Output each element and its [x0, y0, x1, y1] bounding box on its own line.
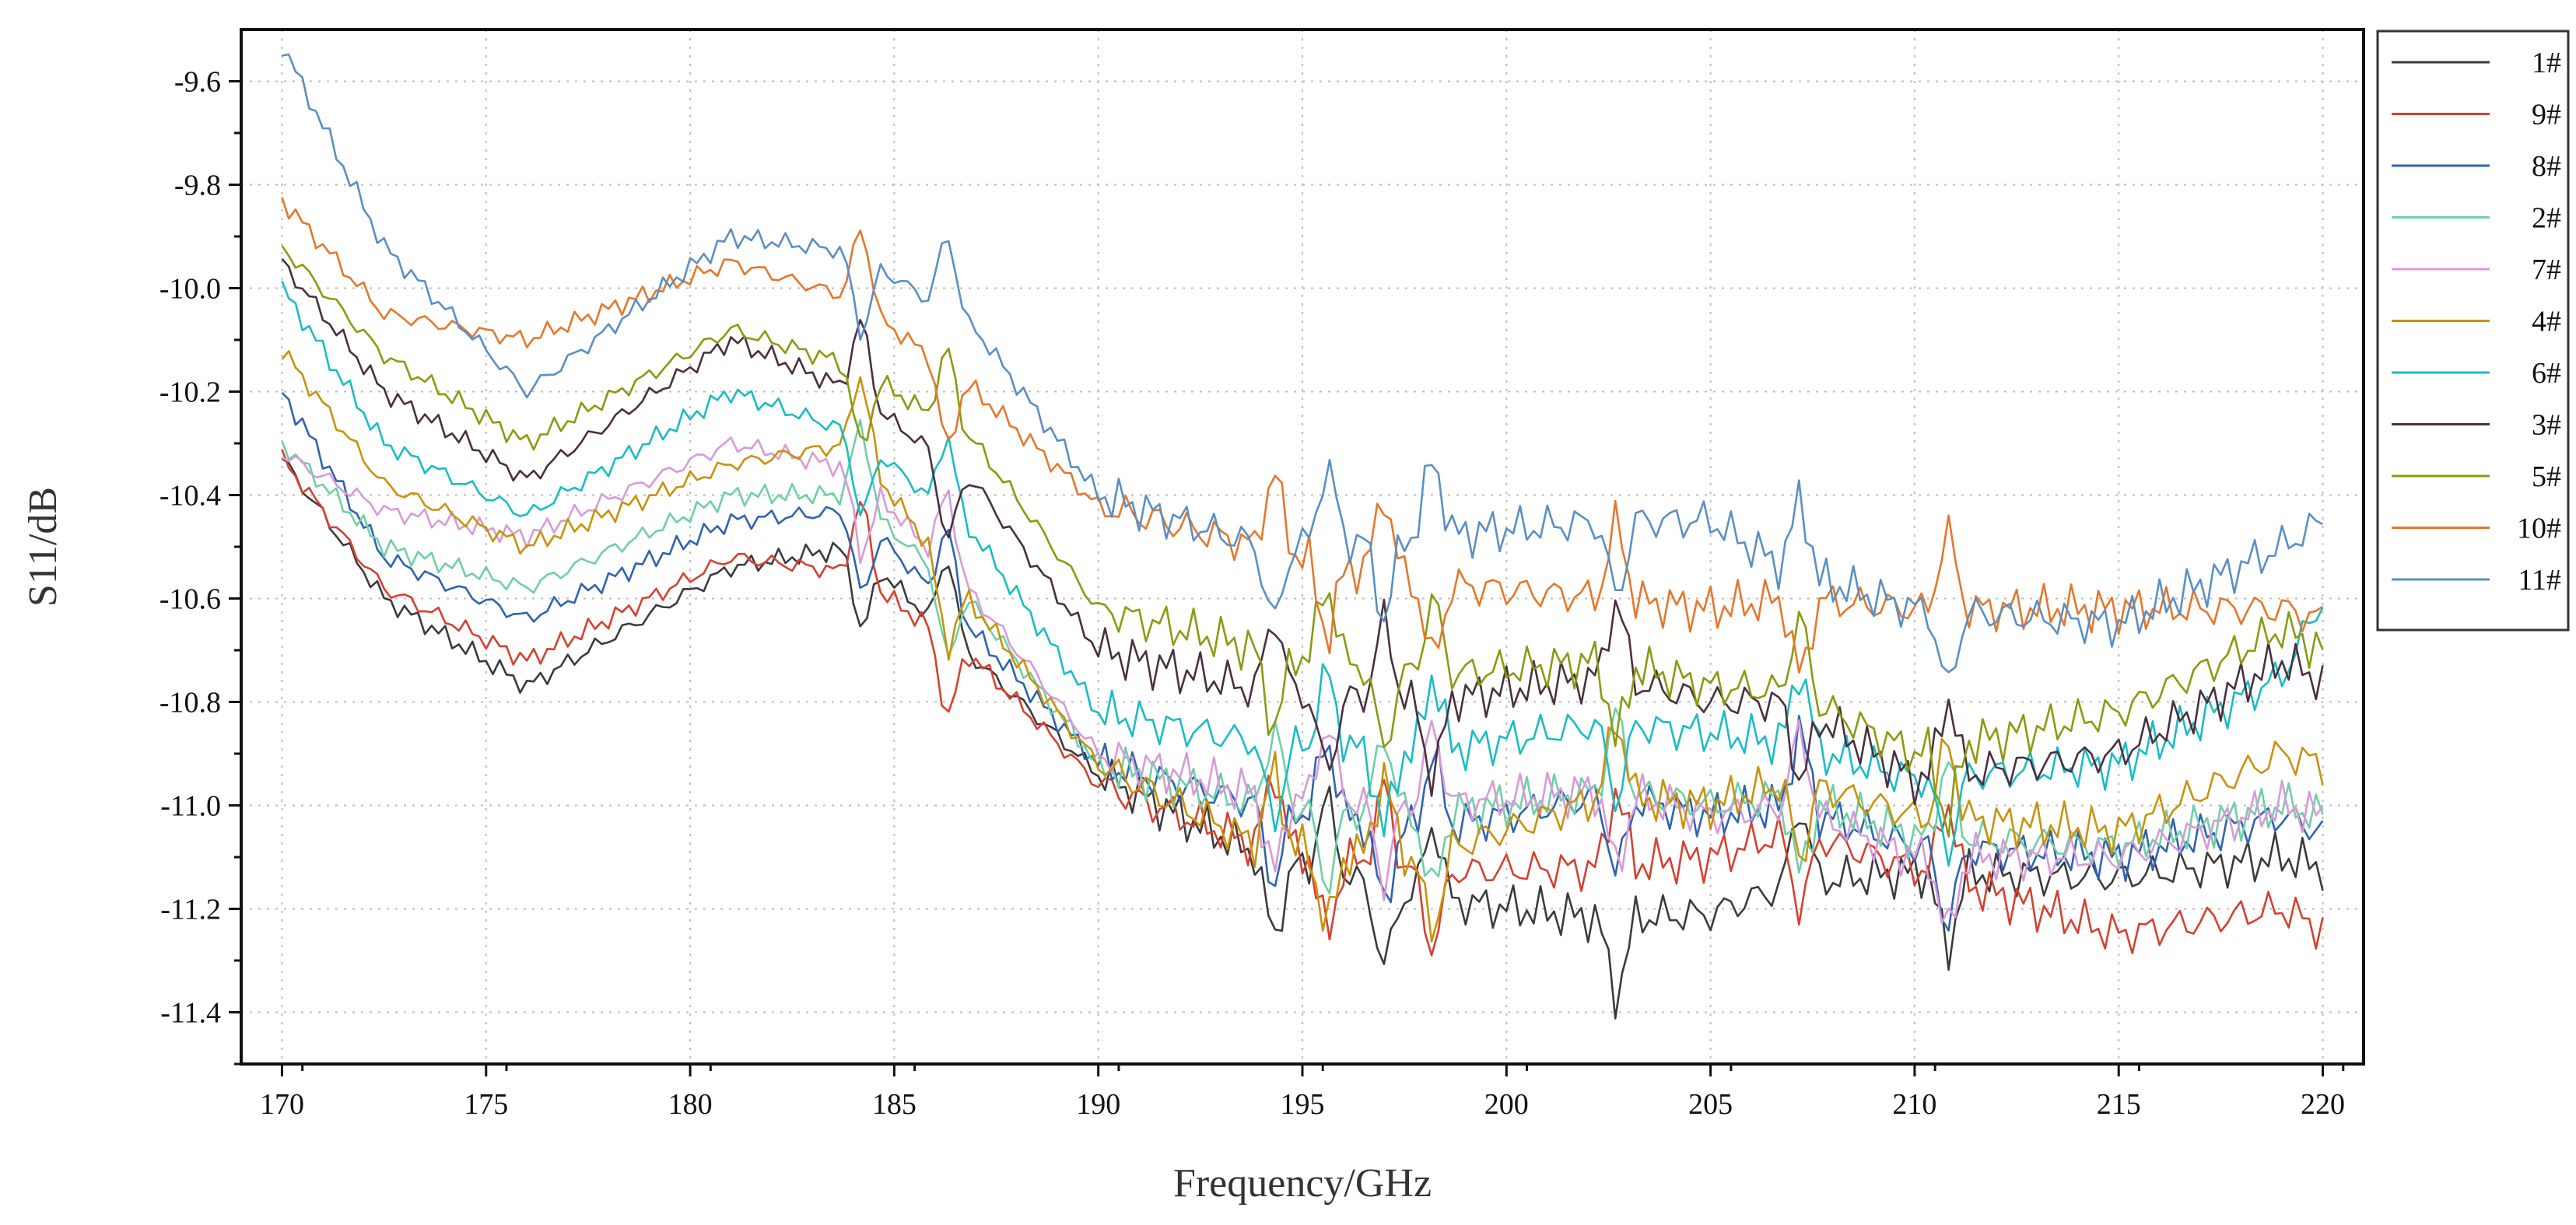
legend-label: 6# — [2532, 357, 2561, 390]
x-tick-label: 195 — [1281, 1088, 1325, 1121]
y-tick-label: -10.2 — [159, 376, 221, 409]
series-line-8 — [281, 257, 2324, 806]
series-line-9 — [281, 245, 2324, 838]
legend-label: 9# — [2532, 99, 2561, 131]
grid — [241, 30, 2364, 1064]
x-tick-label: 215 — [2097, 1088, 2141, 1121]
series-line-3 — [281, 391, 2324, 932]
legend-label: 3# — [2532, 409, 2561, 442]
x-axis: 170 175 180 185 190 195 200 205 210 215 220 — [260, 1064, 2345, 1121]
legend-frame — [2376, 30, 2570, 632]
legend-label: 1# — [2532, 47, 2561, 79]
x-tick-label: 170 — [260, 1088, 304, 1121]
legend-label: 2# — [2532, 202, 2561, 235]
x-tick-label: 180 — [668, 1088, 713, 1121]
series-line-11 — [282, 53, 2324, 674]
y-axis: -9.6 -9.8 -10.0 -10.2 -10.4 -10.6 -10.8 -11.0 -1… — [159, 66, 241, 1066]
x-tick-label: 185 — [872, 1088, 916, 1121]
y-tick-label: -10.0 — [159, 273, 221, 306]
legend-label: 5# — [2532, 460, 2561, 493]
y-tick-label: -10.8 — [159, 687, 221, 719]
series-line-5 — [281, 436, 2324, 924]
y-tick-label: -9.8 — [174, 170, 221, 202]
legend: 1# 9# 8# 2# 7# 4# 6# 3# 5# 10# 11# — [2376, 30, 2570, 632]
series-line-4 — [281, 418, 2324, 895]
legend-label: 11# — [2518, 564, 2561, 597]
x-tick-label: 210 — [1892, 1088, 1936, 1121]
legend-label: 10# — [2517, 513, 2561, 545]
x-tick-label: 205 — [1688, 1088, 1733, 1121]
legend-label: 7# — [2532, 254, 2561, 286]
x-tick-label: 190 — [1076, 1088, 1120, 1121]
y-tick-label: -11.4 — [160, 997, 221, 1030]
series-line-6 — [281, 350, 2324, 943]
series-line-7 — [281, 280, 2324, 867]
y-tick-label: -11.2 — [160, 894, 221, 926]
y-tick-label: -11.0 — [160, 790, 221, 823]
y-tick-label: -9.6 — [174, 66, 221, 99]
x-tick-label: 220 — [2301, 1088, 2345, 1121]
y-tick-label: -10.6 — [159, 583, 221, 616]
series-line-2 — [281, 449, 2324, 957]
x-tick-label: 200 — [1484, 1088, 1529, 1121]
legend-label: 8# — [2532, 150, 2561, 183]
y-axis-title: S11/dB — [21, 487, 65, 607]
y-tick-label: -10.4 — [159, 480, 221, 513]
x-tick-label: 175 — [464, 1088, 508, 1121]
series-line-1 — [281, 457, 2324, 1020]
x-axis-title: Frequency/GHz — [1173, 1161, 1432, 1206]
series-line-10 — [281, 197, 2324, 674]
legend-label: 4# — [2532, 306, 2561, 338]
series-group — [281, 53, 2324, 1020]
